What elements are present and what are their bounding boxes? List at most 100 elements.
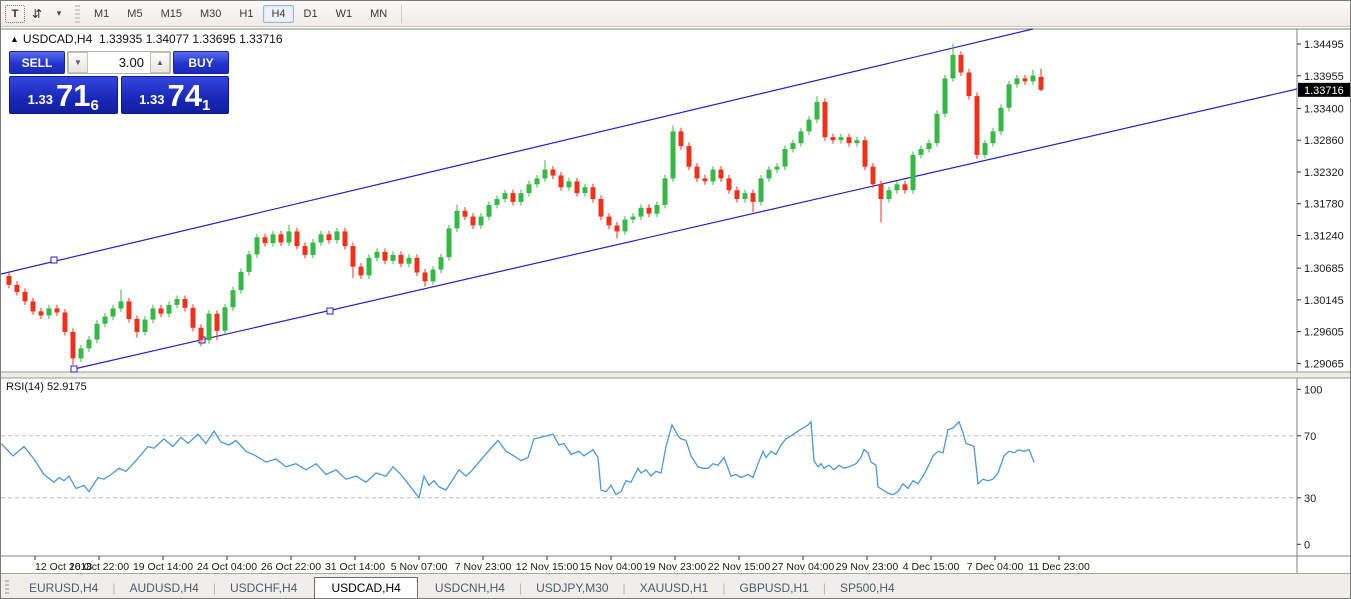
candle-body — [702, 178, 708, 182]
candle-body — [238, 271, 244, 291]
candle-body — [654, 204, 660, 214]
candle-body — [518, 193, 524, 202]
time-tick-label: 7 Dec 04:00 — [967, 561, 1024, 573]
candle-body — [150, 308, 156, 320]
arrows-tool-icon[interactable]: ⇵ — [31, 6, 43, 21]
sell-price-prefix: 1.33 — [27, 92, 53, 107]
chart-area[interactable]: 1.34495 1.33955 1.33400 1.32860 1.32320 1.317… — [1, 27, 1351, 573]
rsi-line — [1, 420, 1035, 500]
volume-increase-button[interactable]: ▲ — [150, 52, 170, 73]
current-price-tag — [1298, 82, 1350, 97]
time-tick-label: 22 Nov 15:00 — [708, 561, 771, 573]
candle-body — [574, 181, 580, 194]
candle-body — [918, 149, 924, 155]
chart-tab-EURUSD[interactable]: EURUSD,H4 — [29, 581, 99, 595]
chart-canvas[interactable]: 1.34495 1.33955 1.33400 1.32860 1.32320 1.317… — [1, 27, 1351, 573]
candle-body — [22, 291, 28, 302]
candle-body — [486, 204, 492, 217]
sell-button[interactable]: SELL — [9, 51, 65, 74]
candle-body — [870, 166, 876, 185]
buy-button[interactable]: BUY — [173, 51, 229, 74]
chart-tab-SP500[interactable]: SP500,H4 — [839, 581, 895, 595]
tf-button-D1[interactable]: D1 — [303, 7, 318, 20]
candle-body — [118, 301, 124, 309]
current-price-label: 1.33716 — [1304, 85, 1344, 97]
candle-body — [790, 143, 796, 149]
time-tick-label: 24 Oct 04:00 — [197, 561, 257, 573]
chart-tab-USDCAD[interactable]: USDCAD,H4 — [314, 577, 418, 598]
candle-body — [14, 284, 20, 292]
candle-body — [430, 269, 436, 282]
candle-body — [582, 187, 588, 194]
candle-body — [110, 308, 116, 317]
chart-tab-GBPUSD[interactable]: GBPUSD,H1 — [739, 581, 809, 595]
tf-button-M5[interactable]: M5 — [127, 7, 143, 20]
candle-body — [166, 304, 172, 314]
time-tick-label: 26 Oct 22:00 — [261, 561, 321, 573]
channel-lower-line — [73, 88, 1298, 370]
candle-body — [470, 216, 476, 226]
candle-body — [950, 54, 956, 79]
chart-tab-bar: EURUSD,H4 | AUDUSD,H4 | USDCHF,H4 | USDCAD,H4 |… — [1, 573, 1350, 598]
candle-body — [462, 210, 468, 217]
chart-tab-USDCHF[interactable]: USDCHF,H4 — [229, 581, 298, 595]
timeframe-toolbar: M1 M5 M15 M30 H1 H4 D1 W1 MN — [86, 4, 395, 23]
text-tool-icon[interactable]: T — [5, 4, 25, 23]
candle-body — [286, 231, 292, 243]
arrows-dropdown-caret-icon[interactable]: ▾ — [56, 8, 62, 18]
channel-anchor-handle — [50, 256, 58, 264]
candle-body — [534, 178, 540, 185]
volume-input[interactable] — [88, 52, 150, 73]
tf-button-M15[interactable]: M15 — [160, 7, 182, 20]
candle-body — [70, 331, 76, 359]
rsi-tick-label: 0 — [1304, 539, 1310, 551]
price-tick-label: 1.33400 — [1304, 103, 1344, 115]
candle-body — [46, 308, 52, 316]
chart-tab-USDJPY[interactable]: USDJPY,M30 — [536, 581, 609, 595]
tf-button-H1[interactable]: H1 — [239, 7, 254, 20]
chart-title-symbol: USDCAD,H4 — [22, 32, 93, 46]
price-tick-label: 1.32860 — [1304, 135, 1344, 147]
candle-body — [478, 216, 484, 226]
chart-tab-AUDUSD[interactable]: AUDUSD,H4 — [129, 581, 199, 595]
channel-upper-line — [1, 28, 1034, 275]
candle-body — [502, 193, 508, 199]
candle-body — [934, 113, 940, 144]
candle-body — [734, 190, 740, 199]
candle-body — [710, 169, 716, 182]
volume-decrease-button[interactable]: ▼ — [68, 52, 88, 73]
tf-button-MN[interactable]: MN — [370, 7, 388, 20]
tf-button-W1[interactable]: W1 — [335, 7, 353, 20]
candle-body — [886, 190, 892, 199]
candle-body — [822, 101, 828, 138]
candle-body — [894, 184, 900, 191]
candle-body — [638, 207, 644, 217]
time-tick-label: 15 Nov 04:00 — [580, 561, 643, 573]
candle-body — [742, 193, 748, 199]
price-tick-label: 1.30685 — [1304, 263, 1344, 275]
sell-price-button[interactable]: 1.33 71 6 — [9, 76, 118, 114]
tf-button-H4[interactable]: H4 — [263, 4, 294, 23]
candle-body — [54, 308, 60, 313]
time-tick-label: 12 Nov 15:00 — [516, 561, 579, 573]
candle-body — [318, 234, 324, 243]
tf-button-M1[interactable]: M1 — [94, 7, 110, 20]
candle-body — [398, 254, 404, 264]
time-tick-label: 19 Oct 14:00 — [133, 561, 193, 573]
candle-body — [38, 311, 44, 316]
rsi-tick-label: 70 — [1304, 431, 1316, 443]
candle-body — [262, 237, 268, 244]
tf-button-M30[interactable]: M30 — [199, 7, 222, 20]
buy-price-button[interactable]: 1.33 74 1 — [120, 76, 229, 114]
candle-body — [446, 228, 452, 258]
candle-body — [542, 169, 548, 179]
candle-body — [798, 131, 804, 144]
candle-body — [782, 149, 788, 167]
candle-body — [30, 301, 36, 312]
candle-body — [310, 242, 316, 255]
candle-body — [62, 312, 68, 332]
chart-tab-XAUUSD[interactable]: XAUUSD,H1 — [639, 581, 709, 595]
candle-body — [726, 178, 732, 191]
candle-body — [438, 257, 444, 270]
chart-tab-USDCNH[interactable]: USDCNH,H4 — [434, 581, 505, 595]
